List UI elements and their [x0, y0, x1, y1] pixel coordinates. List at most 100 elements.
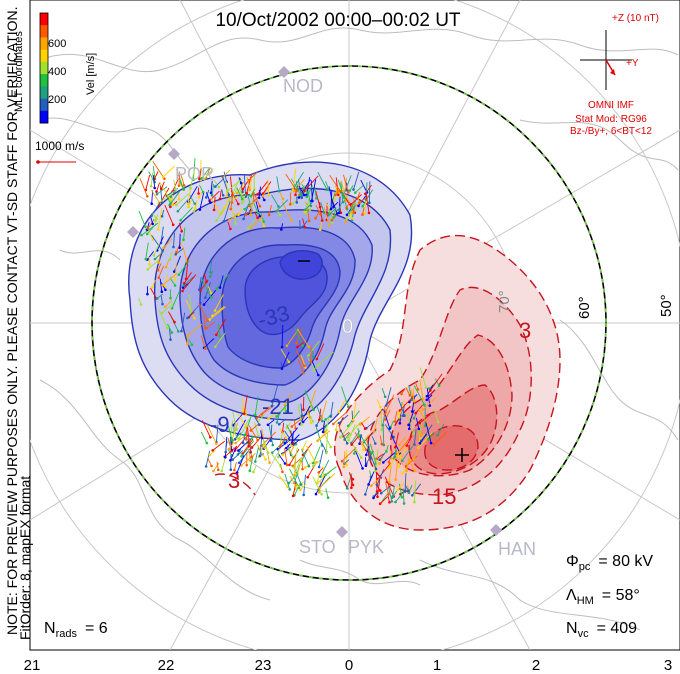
velocity-vector-origin — [197, 192, 200, 195]
velocity-vector-origin — [177, 273, 181, 277]
velocity-vector — [246, 190, 252, 211]
velocity-vector — [158, 265, 165, 278]
velocity-vector-origin — [374, 442, 377, 445]
velocity-vector — [161, 302, 175, 314]
velocity-vector-origin — [225, 194, 228, 198]
velocity-vector-origin — [285, 344, 289, 348]
velocity-vector — [216, 208, 225, 221]
velocity-vector — [156, 186, 168, 195]
velocity-vector — [315, 476, 326, 495]
velocity-vector-origin — [266, 451, 270, 455]
velocity-vector — [359, 433, 372, 453]
velocity-vector-origin — [245, 191, 248, 195]
velocity-vector-origin — [369, 451, 373, 454]
velocity-vector-origin — [212, 208, 216, 212]
velocity-vector-origin — [402, 502, 406, 505]
velocity-vector-origin — [239, 181, 243, 185]
velocity-vector — [267, 419, 275, 426]
velocity-vector — [159, 182, 171, 200]
velocity-vector-origin — [215, 333, 218, 337]
velocity-vector — [250, 200, 254, 215]
velocity-vector-origin — [240, 455, 243, 458]
velocity-vector — [304, 175, 319, 192]
velocity-vector-origin — [254, 460, 257, 463]
velocity-vector-origin — [237, 437, 241, 440]
velocity-vector-origin — [186, 202, 190, 206]
velocity-vector — [408, 420, 412, 429]
velocity-vector-origin — [175, 203, 178, 207]
velocity-vector-origin — [413, 443, 416, 446]
velocity-vector — [256, 444, 266, 460]
velocity-vector — [353, 171, 360, 190]
velocity-vector-origin — [361, 213, 364, 216]
colorbar-tick-400: 400 — [48, 66, 66, 78]
velocity-vector-origin — [330, 221, 334, 225]
velocity-vector-origin — [157, 276, 160, 280]
velocity-vector-origin — [324, 418, 328, 421]
velocity-vector-origin — [309, 360, 313, 364]
velocity-vector — [317, 430, 331, 442]
velocity-vector — [171, 291, 180, 309]
velocity-vector-origin — [398, 422, 402, 425]
velocity-vector-origin — [172, 245, 175, 249]
mlt-tick-2: 2 — [532, 657, 540, 674]
velocity-vector — [199, 193, 205, 210]
velocity-vector — [181, 312, 186, 332]
velocity-vector — [291, 416, 305, 427]
velocity-vector — [284, 402, 290, 410]
velocity-vector — [156, 236, 164, 251]
velocity-vector — [263, 439, 269, 453]
velocity-vector-origin — [317, 373, 320, 377]
velocity-vector-origin — [342, 465, 346, 469]
nvc-subscript: vc — [578, 628, 590, 640]
velocity-vector-origin — [410, 398, 414, 402]
velocity-vector — [285, 173, 298, 192]
velocity-vector-origin — [229, 468, 233, 472]
velocity-vector-origin — [400, 496, 404, 499]
velocity-vector-origin — [153, 186, 156, 190]
velocity-vector-origin — [209, 271, 212, 274]
velocity-vector — [380, 409, 383, 430]
velocity-vector — [281, 201, 293, 222]
velocity-vector-origin — [288, 488, 292, 491]
velocity-vector — [418, 408, 429, 426]
station-label-por: POR — [175, 164, 214, 184]
velocity-vector — [413, 480, 417, 503]
velocity-vector-origin — [405, 444, 409, 447]
velocity-vector — [213, 462, 220, 472]
velocity-vector — [223, 171, 228, 182]
velocity-vector — [147, 259, 160, 270]
velocity-vector-origin — [292, 465, 296, 469]
velocity-vector — [317, 471, 320, 483]
velocity-vector-origin — [227, 193, 231, 197]
velocity-vector — [198, 168, 202, 179]
latitude-label-60: 60° — [576, 296, 593, 319]
velocity-vector — [215, 318, 227, 336]
velocity-vector-origin — [352, 452, 356, 455]
imf-stat-model: Stat Mod: RG96 — [575, 114, 647, 125]
velocity-vector-origin — [260, 436, 264, 440]
velocity-vector — [305, 197, 310, 214]
velocity-vector-origin — [307, 354, 310, 357]
velocity-vector-origin — [182, 284, 186, 287]
velocity-vector — [244, 416, 252, 436]
velocity-vector-origin — [249, 226, 253, 230]
velocity-vector-origin — [139, 303, 143, 306]
velocity-vector-origin — [223, 206, 226, 210]
velocity-vector — [168, 311, 175, 323]
velocity-vector — [200, 279, 209, 291]
velocity-vectors — [138, 158, 448, 506]
velocity-vector — [163, 238, 173, 249]
velocity-vector-origin — [233, 468, 236, 472]
velocity-vector — [254, 422, 259, 437]
velocity-vector — [248, 171, 258, 181]
velocity-vector — [304, 202, 313, 211]
velocity-vector — [216, 274, 229, 289]
velocity-vector-origin — [210, 291, 213, 295]
velocity-vector — [284, 427, 299, 444]
velocity-vector — [319, 472, 336, 489]
velocity-vector — [361, 434, 370, 445]
velocity-vector — [338, 414, 349, 424]
velocity-vector-origin — [387, 466, 391, 469]
velocity-vector-origin — [204, 326, 207, 330]
